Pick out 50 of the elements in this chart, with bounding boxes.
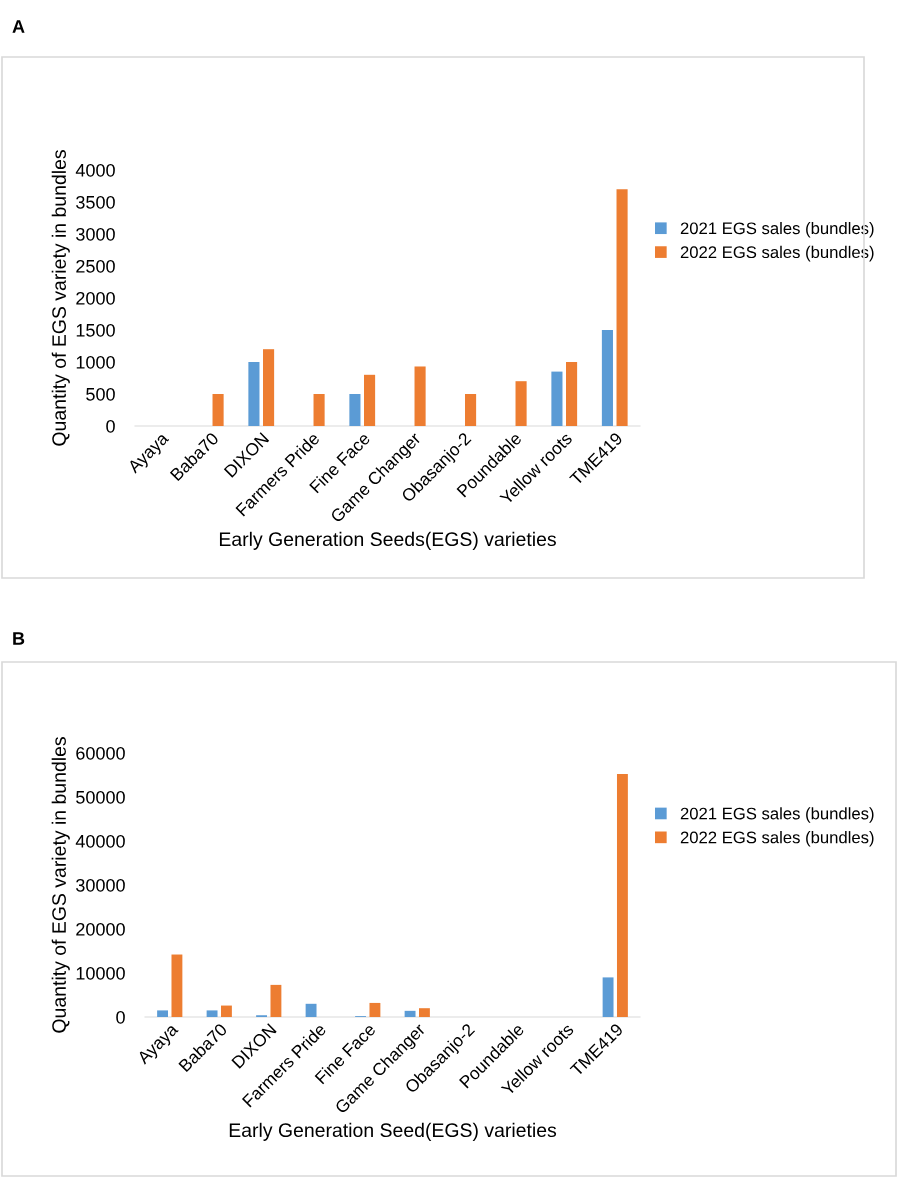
text: B bbox=[13, 632, 25, 645]
y-tick-label: 2000 bbox=[76, 291, 115, 305]
y-tick-label: 500 bbox=[86, 387, 115, 401]
bar bbox=[248, 362, 260, 426]
bar bbox=[369, 1002, 381, 1017]
bar bbox=[616, 774, 628, 1017]
bar bbox=[465, 394, 477, 426]
bar bbox=[414, 366, 426, 426]
y-tick-label: 40000 bbox=[75, 834, 125, 848]
legend-label: 2021 EGS sales (bundles) bbox=[680, 807, 874, 823]
bar bbox=[551, 371, 563, 426]
y-tick-label: 0 bbox=[106, 419, 115, 433]
bar bbox=[305, 1003, 317, 1017]
legend-label: 2021 EGS sales (bundles) bbox=[680, 221, 874, 238]
x-axis-title: Early Generation Seed(EGS) varieties bbox=[229, 1122, 557, 1141]
y-tick-label: 1000 bbox=[76, 355, 115, 369]
bar bbox=[270, 984, 282, 1017]
y-tick-label: 60000 bbox=[76, 746, 125, 760]
bar bbox=[515, 381, 527, 426]
bar bbox=[566, 362, 578, 426]
bar bbox=[616, 189, 628, 426]
y-axis-title: Quantity of EGS variety in bundles bbox=[51, 150, 70, 446]
y-tick-label: 20000 bbox=[76, 922, 125, 936]
bar bbox=[220, 1005, 232, 1017]
y-tick-label: 4000 bbox=[75, 163, 115, 177]
bar bbox=[602, 977, 614, 1017]
bar bbox=[212, 394, 224, 426]
bar bbox=[313, 394, 325, 426]
bar bbox=[601, 330, 613, 426]
y-tick-label: 3000 bbox=[76, 227, 115, 241]
bar bbox=[418, 1008, 430, 1017]
x-axis-title: Early Generation Seeds(EGS) varieties bbox=[219, 531, 556, 550]
y-tick-label: 10000 bbox=[76, 966, 125, 980]
y-axis-title: Quantity of EGS variety in bundles bbox=[51, 737, 70, 1033]
bar bbox=[404, 1010, 416, 1017]
y-tick-label: 3500 bbox=[76, 195, 115, 209]
bar bbox=[349, 394, 361, 426]
y-tick-label: 0 bbox=[116, 1010, 125, 1024]
y-tick-label: 30000 bbox=[76, 878, 125, 892]
bar bbox=[364, 374, 376, 426]
legend-label: 2022 EGS sales (bundles) bbox=[680, 245, 874, 262]
y-tick-label: 2500 bbox=[76, 259, 115, 273]
bar bbox=[171, 954, 183, 1017]
bar bbox=[206, 1010, 218, 1017]
y-tick-label: 1500 bbox=[76, 323, 115, 337]
legend-label: 2022 EGS sales (bundles) bbox=[680, 831, 874, 847]
text: A bbox=[12, 20, 25, 33]
y-tick-label: 50000 bbox=[76, 790, 125, 804]
bar bbox=[263, 349, 275, 426]
bar bbox=[157, 1010, 169, 1017]
